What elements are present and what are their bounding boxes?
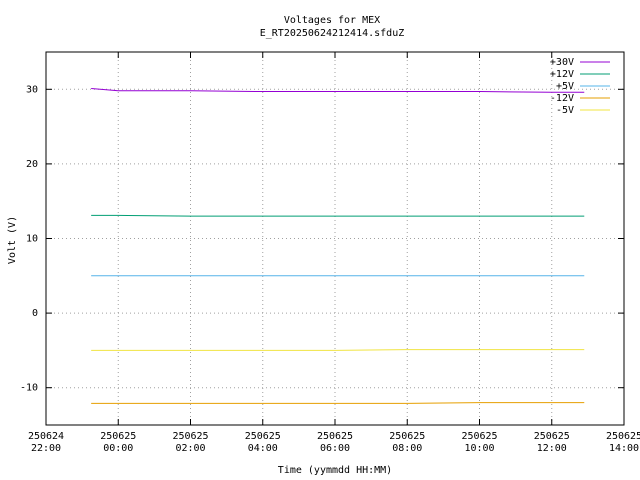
chart-title: Voltages for MEX [284, 15, 380, 26]
plot-frame [45, 51, 625, 426]
legend-label: -5V [556, 105, 574, 116]
y-axis-label: Volt (V) [7, 216, 18, 264]
series-line [91, 88, 585, 93]
x-tick-label: 250624 22:00 [27, 431, 65, 454]
y-tick-label: 30 [26, 84, 38, 95]
x-tick-label: 250625 02:00 [172, 431, 209, 454]
x-tick-label: 250625 08:00 [389, 431, 426, 454]
legend-label: -12V [550, 93, 574, 104]
x-tick-label: 250625 04:00 [244, 431, 281, 454]
series-line [91, 402, 585, 404]
x-tick-label: 250625 10:00 [461, 431, 498, 454]
x-tick-label: 250625 14:00 [605, 431, 640, 454]
y-tick-label: 20 [26, 159, 38, 170]
y-tick-label: 10 [26, 234, 38, 245]
y-tick-label: -10 [20, 383, 38, 394]
legend-label: +30V [550, 57, 574, 68]
legend-label: +12V [550, 69, 574, 80]
x-tick-label: 250625 06:00 [316, 431, 354, 454]
x-axis-label: Time (yymmdd HH:MM) [278, 465, 392, 476]
legend-label: +5V [556, 81, 574, 92]
x-tick-label: 250625 00:00 [100, 431, 137, 454]
chart-subtitle: E_RT20250624212414.sfduZ [260, 28, 405, 39]
series-line [91, 349, 585, 351]
y-tick-label: 0 [32, 308, 38, 319]
series-line [91, 214, 585, 217]
x-tick-label: 250625 12:00 [533, 431, 570, 454]
